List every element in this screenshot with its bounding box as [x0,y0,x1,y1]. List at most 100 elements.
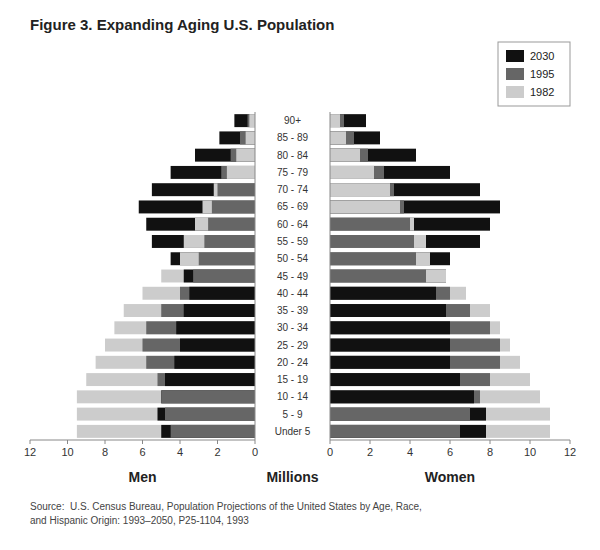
bar [219,131,255,144]
category-label: 25 - 29 [277,340,309,351]
source-line: and Hispanic Origin: 1993–2050, P25-1104… [30,515,249,526]
x-tick-label: 6 [447,446,453,458]
bar [171,166,255,179]
bar [212,200,255,213]
bar [330,183,394,196]
bar [330,166,450,179]
bar [146,356,255,369]
x-label: Men [129,469,157,485]
title: Figure 3. Expanding Aging U.S. Populatio… [30,16,334,33]
legend-label: 1982 [530,86,554,98]
category-label: 20 - 24 [277,357,309,368]
bar [139,200,255,213]
bar [248,114,256,127]
x-tick-label: 10 [524,446,536,458]
bar [105,339,255,352]
x-tick-label: 2 [214,446,220,458]
bar [330,321,500,334]
bar [330,131,354,144]
bar [330,270,426,283]
bar [77,425,255,438]
category-label: 65 - 69 [277,201,309,212]
x-tick [570,440,571,444]
bar [234,114,255,127]
x-tick [217,440,218,444]
legend-label: 2030 [530,50,554,62]
bar [195,218,255,231]
x-tick [142,440,143,444]
x-tick [255,440,256,444]
chart: Figure 3. Expanding Aging U.S. Populatio… [0,0,600,550]
bar [199,252,255,265]
bar [204,235,255,248]
x-tick-label: 12 [564,446,576,458]
bar [330,373,490,386]
bar [330,149,368,162]
x-tick [530,440,531,444]
bar [218,183,256,196]
bar [330,166,374,179]
bar [330,252,416,265]
bars-women [330,114,550,438]
bar [330,252,430,265]
bar [143,339,256,352]
x-label: Women [425,469,475,485]
bar [184,304,255,317]
x-tick-label: 6 [139,446,145,458]
bar [146,321,255,334]
bar [180,252,255,265]
bar [330,390,474,403]
bar [330,356,450,369]
bar [330,235,426,248]
bar [330,408,550,421]
bar [330,149,360,162]
bar [77,408,255,421]
x-tick [370,440,371,444]
bar [330,200,500,213]
category-label: 10 - 14 [277,391,309,402]
bar [124,304,255,317]
bar [114,321,255,334]
x-tick-label: 4 [177,446,183,458]
bar [180,339,255,352]
bar [330,321,450,334]
bar [146,218,255,231]
bar [330,304,446,317]
axis-spine [255,112,256,440]
category-label: 75 - 79 [277,167,309,178]
bar [152,235,255,248]
bar [330,339,510,352]
bar [330,235,480,248]
x-tick [105,440,106,444]
x-tick-label: 8 [102,446,108,458]
bar [330,218,490,231]
bar [246,131,255,144]
legend-swatch [506,50,524,62]
bar [330,408,470,421]
bar [152,183,255,196]
bar [86,373,255,386]
x-tick-label: 4 [407,446,413,458]
bar [208,218,255,231]
category-label: 35 - 39 [277,305,309,316]
x-tick-label: 8 [487,446,493,458]
bar [231,149,255,162]
category-label: 55 - 59 [277,236,309,247]
bar [184,235,255,248]
bar [330,356,500,369]
bar [77,390,255,403]
bar [161,304,255,317]
bar [143,287,256,300]
bar [165,373,255,386]
bar [330,390,480,403]
bar [330,235,414,248]
x-tick-label: 10 [61,446,73,458]
bar [158,373,256,386]
category-label: 5 - 9 [282,409,302,420]
bar [249,114,255,127]
x-tick-label: 2 [367,446,373,458]
source: Source: U.S. Census Bureau, Population P… [30,501,422,526]
bar [180,287,255,300]
legend: 203019951982 [498,42,570,106]
axis-spine [330,112,331,440]
